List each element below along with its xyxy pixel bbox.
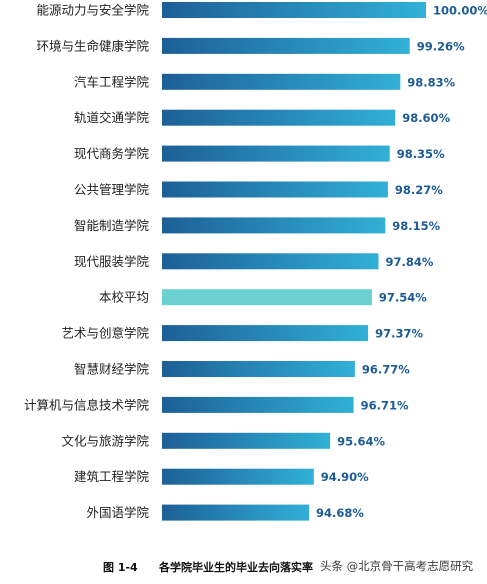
value-label: 97.37% <box>375 327 423 341</box>
value-label: 98.60% <box>402 111 450 125</box>
bar-5 <box>162 145 390 162</box>
bar-6 <box>162 181 388 198</box>
bar-9 <box>162 289 372 306</box>
category-label: 文化与旅游学院 <box>61 433 149 448</box>
category-label: 环境与生命健康学院 <box>36 38 149 53</box>
category-label: 艺术与创意学院 <box>61 326 149 341</box>
figure-title: 各学院毕业生的毕业去向落实率 <box>159 561 313 574</box>
figure-caption: 图 1-4 各学院毕业生的毕业去向落实率 头条 @北京骨干高考志愿研究 <box>0 557 487 577</box>
value-label: 99.26% <box>417 39 465 53</box>
category-label: 外国语学院 <box>86 505 149 520</box>
bar-13 <box>162 432 331 449</box>
value-label: 97.84% <box>386 255 434 269</box>
value-label: 95.64% <box>337 434 385 448</box>
figure-number: 图 1-4 <box>103 561 138 574</box>
watermark: 头条 @北京骨干高考志愿研究 <box>318 558 476 574</box>
category-label: 智能制造学院 <box>74 218 150 233</box>
category-label: 公共管理学院 <box>74 182 150 197</box>
bars-layer: 能源动力与安全学院 100.00% 环境与生命健康学院 99.26% 汽车工程学院 98.… <box>24 2 487 521</box>
bar-3 <box>162 73 401 90</box>
value-label: 94.90% <box>321 470 369 484</box>
value-label: 100.00% <box>433 4 487 18</box>
bar-7 <box>162 217 386 234</box>
category-label: 能源动力与安全学院 <box>36 3 149 18</box>
category-label: 计算机与信息技术学院 <box>24 397 150 412</box>
bar-11 <box>162 361 355 377</box>
value-label: 98.15% <box>392 219 440 233</box>
bar-1 <box>162 2 426 18</box>
value-label: 96.71% <box>361 398 409 412</box>
value-label: 98.27% <box>395 183 443 197</box>
category-label: 智慧财经学院 <box>74 362 150 377</box>
category-label: 汽车工程学院 <box>74 74 150 89</box>
value-label: 98.35% <box>397 147 445 161</box>
bar-12 <box>162 396 354 413</box>
value-label: 96.77% <box>362 363 410 377</box>
category-label: 轨道交通学院 <box>74 110 150 125</box>
value-label: 94.68% <box>316 506 364 520</box>
category-label: 建筑工程学院 <box>74 469 150 484</box>
bar-10 <box>162 325 369 342</box>
category-label: 现代商务学院 <box>74 146 150 161</box>
bar-8 <box>162 253 379 270</box>
value-label: 97.54% <box>379 291 427 305</box>
bar-15 <box>162 504 309 521</box>
category-label: 现代服装学院 <box>74 254 150 269</box>
category-label: 本校平均 <box>99 290 149 305</box>
bar-4 <box>162 109 396 126</box>
bar-2 <box>162 37 410 54</box>
bar-14 <box>162 468 314 485</box>
value-label: 98.83% <box>407 75 455 89</box>
